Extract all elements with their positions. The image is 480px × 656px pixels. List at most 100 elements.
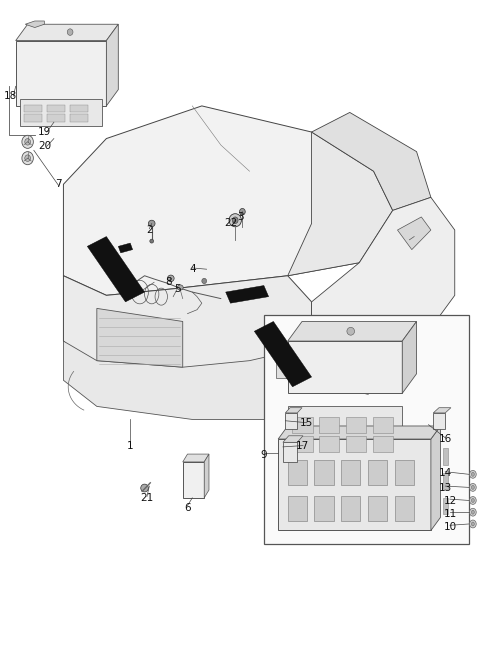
Bar [372,417,393,432]
Polygon shape [433,407,451,413]
Polygon shape [283,436,303,442]
Ellipse shape [150,239,154,243]
Polygon shape [63,341,312,419]
Bar [292,417,312,432]
Text: 10: 10 [444,522,456,532]
Ellipse shape [141,484,148,492]
Ellipse shape [471,510,474,514]
Polygon shape [63,276,312,394]
Polygon shape [183,454,209,462]
Bar [346,436,366,452]
Polygon shape [25,21,44,28]
Polygon shape [431,426,441,531]
Polygon shape [402,321,417,394]
Text: 5: 5 [175,284,181,294]
Polygon shape [97,308,183,367]
Bar [276,357,288,378]
Text: 14: 14 [439,468,452,478]
Text: 1: 1 [127,441,133,451]
Text: 15: 15 [300,418,313,428]
Bar [319,436,339,452]
Text: 22: 22 [224,218,237,228]
Bar [24,104,42,112]
Bar [341,460,360,485]
Bar [288,341,402,394]
Polygon shape [226,285,269,303]
Ellipse shape [25,155,31,161]
Polygon shape [397,217,431,250]
Ellipse shape [22,135,34,148]
Polygon shape [288,321,417,341]
Ellipse shape [469,508,476,516]
Polygon shape [16,24,118,41]
Ellipse shape [471,522,474,526]
Text: 21: 21 [140,493,154,503]
Text: 2: 2 [146,225,153,235]
Polygon shape [278,426,441,439]
Bar [47,114,65,122]
Bar [283,442,297,462]
Polygon shape [254,321,312,387]
Bar [395,496,414,521]
Text: 17: 17 [295,441,309,451]
Ellipse shape [232,217,238,224]
Ellipse shape [240,209,245,215]
Bar [21,99,102,125]
Ellipse shape [22,152,34,165]
Bar [292,436,312,452]
Bar [183,462,204,498]
Bar [314,460,334,485]
Bar [372,436,393,452]
Ellipse shape [469,520,476,528]
Text: 9: 9 [261,451,267,461]
Polygon shape [63,106,393,295]
Polygon shape [312,197,455,374]
Polygon shape [118,243,132,253]
Ellipse shape [469,497,476,504]
Bar [443,448,447,464]
Polygon shape [285,407,302,413]
Text: 8: 8 [165,277,172,287]
Polygon shape [288,132,393,276]
Bar [16,41,107,106]
Text: 13: 13 [439,483,452,493]
Text: 7: 7 [55,179,62,190]
Ellipse shape [229,214,241,227]
Bar [314,496,334,521]
Bar [264,315,469,544]
Text: 11: 11 [444,509,456,519]
Ellipse shape [202,278,206,283]
Bar [24,114,42,122]
Bar [443,498,447,514]
Bar [443,473,447,489]
Bar [433,413,445,429]
Polygon shape [204,454,209,498]
Text: 12: 12 [444,496,456,506]
Bar [368,496,387,521]
Ellipse shape [469,470,476,478]
Text: 19: 19 [38,127,51,137]
Text: 6: 6 [184,502,191,512]
Ellipse shape [471,485,474,489]
Text: 18: 18 [4,91,18,101]
Bar [395,460,414,485]
Polygon shape [87,237,144,302]
Bar [288,460,307,485]
Bar [70,114,88,122]
Ellipse shape [148,220,155,227]
Bar [288,406,402,459]
Ellipse shape [469,483,476,491]
Bar [346,417,366,432]
Ellipse shape [347,327,355,335]
Text: 3: 3 [237,212,243,222]
Bar [341,496,360,521]
Bar [278,439,431,531]
Ellipse shape [471,472,474,476]
Ellipse shape [168,275,174,281]
Bar [70,104,88,112]
Polygon shape [107,24,118,106]
Polygon shape [312,112,431,211]
Bar [319,417,339,432]
Bar [285,413,297,429]
Text: 20: 20 [38,142,51,152]
